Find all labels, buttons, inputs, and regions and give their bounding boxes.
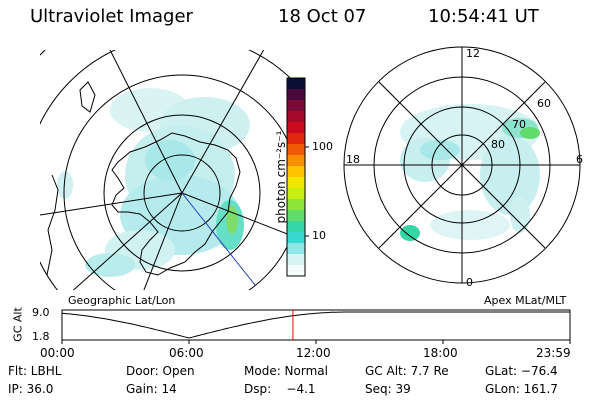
glon-info: GLon: 161.7 [485, 382, 558, 396]
colorbar-cell [287, 122, 305, 134]
colorbar-cell [287, 232, 305, 244]
door-info: Door: Open [126, 364, 195, 378]
mlt-label-left: 18 [346, 153, 360, 166]
altitude-strip [61, 309, 571, 344]
flt-info: Flt: LBHL [8, 364, 62, 378]
colorbar-cell [287, 177, 305, 189]
colorbar-cell [287, 89, 305, 101]
altitude-curve [61, 311, 570, 339]
time-label: 10:54:41 UT [428, 6, 539, 27]
sun-direction-line [181, 192, 256, 286]
colorbar-cell [287, 254, 305, 266]
antarctica-coastline [111, 132, 241, 276]
instrument-title: Ultraviolet Imager [30, 6, 193, 27]
colorbar-cell [287, 133, 305, 145]
seq-info: Seq: 39 [365, 382, 411, 396]
geographic-map [40, 50, 290, 290]
alt-ymin-label: 1.8 [32, 330, 50, 343]
mlt-label-bottom: 0 [466, 276, 473, 289]
colorbar-cell [287, 111, 305, 123]
colorbar-cell [287, 144, 305, 156]
alt-ymax-label: 9.0 [32, 306, 50, 319]
mlt-label-right: 6 [576, 153, 583, 166]
glat-info: GLat: −76.4 [485, 364, 558, 378]
mode-info: Mode: Normal [244, 364, 328, 378]
aurora-emission-right [400, 104, 540, 241]
latitude-circles [40, 50, 290, 290]
mlat-label-60: 60 [537, 97, 551, 110]
new-zealand-coastline [46, 174, 59, 276]
aurora-emission-left [57, 88, 250, 277]
alt-xtick-label: 00:00 [40, 346, 75, 360]
colorbar-tick-10: 10 [312, 229, 326, 242]
mlat-label-70: 70 [512, 118, 526, 131]
color-bar [286, 77, 309, 277]
colorbar-cell [287, 210, 305, 222]
gcalt-info: GC Alt: 7.7 Re [365, 364, 449, 378]
colorbar-cell [287, 155, 305, 167]
colorbar-cell [287, 221, 305, 233]
island-coastline [79, 81, 96, 113]
geographic-caption: Geographic Lat/Lon [68, 294, 176, 307]
colorbar-tick-100: 100 [312, 140, 333, 153]
ip-info: IP: 36.0 [8, 382, 54, 396]
alt-xtick-label: 06:00 [169, 346, 204, 360]
meridian-lines [40, 50, 290, 290]
dsp-info: Dsp: −4.1 [244, 382, 316, 396]
apex-caption: Apex MLat/MLT [484, 294, 567, 307]
gain-info: Gain: 14 [126, 382, 177, 396]
colorbar-cell [287, 100, 305, 112]
colorbar-cell [287, 199, 305, 211]
colorbar-cell [287, 166, 305, 178]
colorbar-cell [287, 265, 305, 277]
mlt-diagonal-2 [378, 81, 546, 249]
alt-xtick-label: 18:00 [423, 346, 458, 360]
date-label: 18 Oct 07 [278, 6, 367, 27]
alt-xtick-label: 12:00 [296, 346, 331, 360]
polar-plot [343, 46, 581, 284]
mlat-label-80: 80 [491, 138, 505, 151]
alt-xtick-label: 23:59 [536, 346, 571, 360]
alt-axis-label: GC Alt [11, 307, 25, 342]
colorbar-cell [287, 243, 305, 255]
colorbar-cell [287, 78, 305, 90]
colorbar-unit-label: photon cm⁻²s⁻¹ [274, 130, 288, 224]
colorbar-cell [287, 188, 305, 200]
mlt-label-top: 12 [466, 47, 480, 60]
